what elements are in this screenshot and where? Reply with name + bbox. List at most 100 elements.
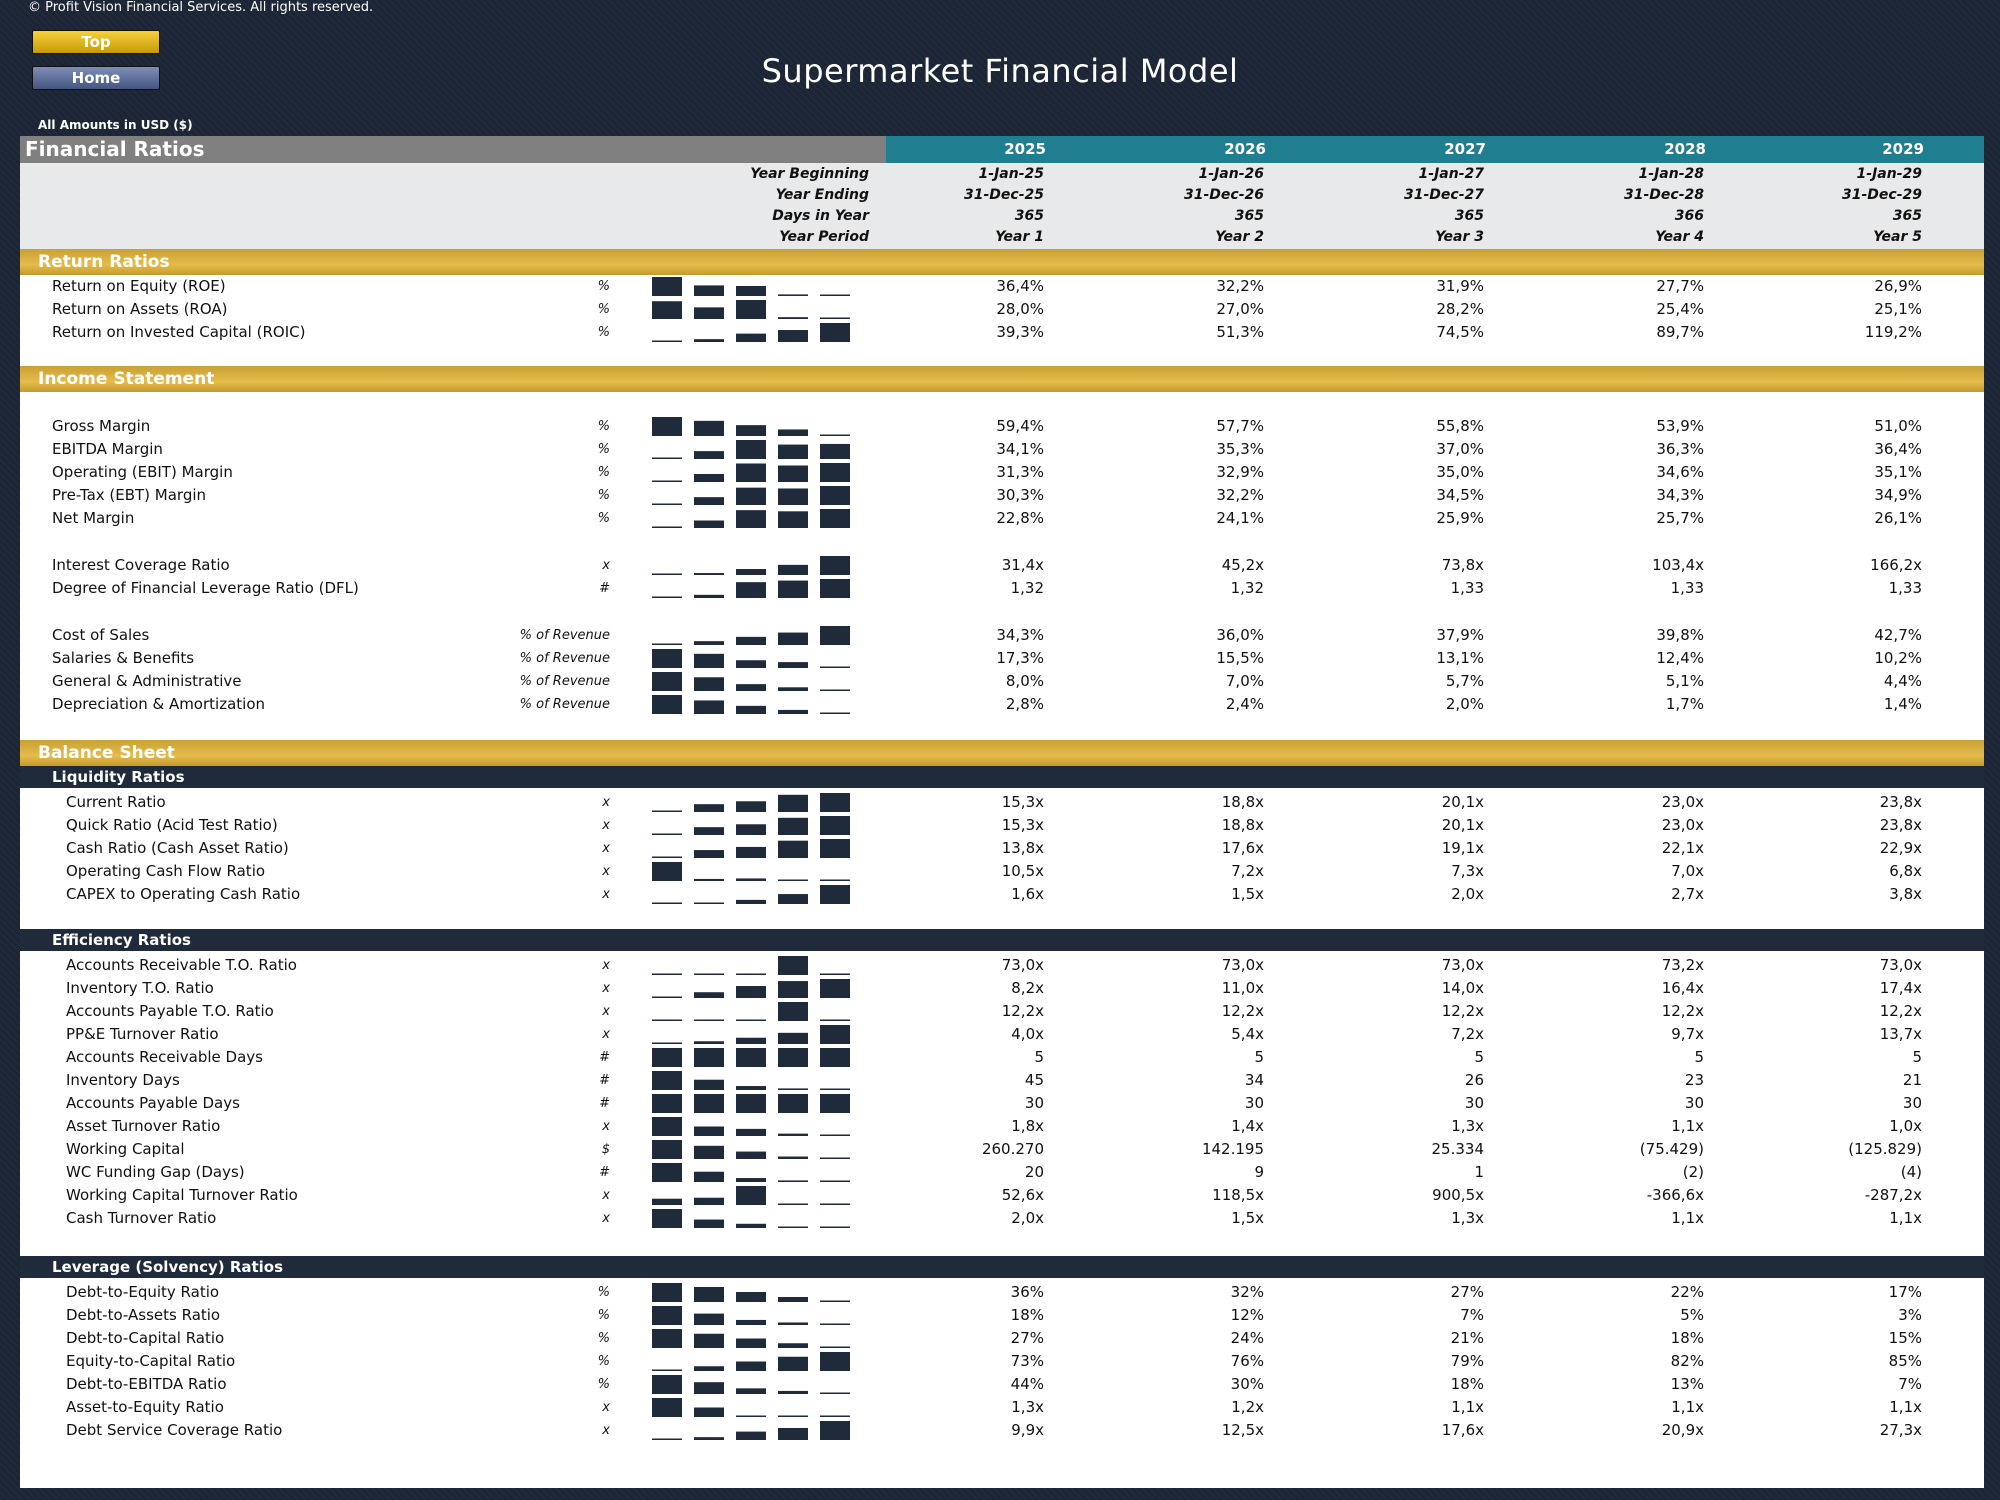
meta-ending-4: 31-Dec-29 [1841, 187, 1922, 203]
ratio-value-2028: 13% [1670, 1375, 1704, 1393]
ratio-value-2027: 1 [1474, 1163, 1484, 1181]
ratio-unit: # [599, 1050, 610, 1065]
ratio-value-2027: 31,9% [1436, 277, 1484, 295]
year-header-2029: 2029 [1882, 140, 1924, 158]
sparkline-bar [778, 1415, 808, 1417]
sparkline-bar [694, 850, 724, 858]
sparkline-bar [694, 1407, 724, 1417]
ratio-label: Cash Turnover Ratio [66, 1209, 217, 1227]
sparkline-bar [694, 1145, 724, 1159]
ratio-row: Accounts Payable Days #30 30 30 30 30 [20, 1092, 1984, 1115]
ratio-unit: # [599, 1096, 610, 1111]
sparkline-bar [820, 443, 850, 459]
sparkline-bar [652, 1375, 682, 1394]
ratio-value-2027: 37,9% [1436, 626, 1484, 644]
sparkline-chart [652, 862, 850, 881]
sparkline-chart [652, 626, 850, 645]
sparkline-bar [736, 1019, 766, 1021]
sparkline-bar [736, 1037, 766, 1044]
ratio-value-2026: 76% [1230, 1352, 1264, 1370]
ratio-unit: % of Revenue [519, 651, 610, 666]
sparkline-bar [736, 487, 766, 505]
ratio-value-2028: 25,7% [1656, 509, 1704, 527]
ratio-label: Debt-to-Assets Ratio [66, 1306, 221, 1324]
sparkline-bar [778, 1032, 808, 1044]
sparkline-bar [694, 973, 724, 975]
ratio-value-2028: 25,4% [1656, 300, 1704, 318]
ratio-value-2028: 34,6% [1656, 463, 1704, 481]
sparkline-bar [652, 1306, 682, 1325]
sparkline-bar [652, 1438, 682, 1440]
ratio-value-2027: 1,33 [1450, 579, 1484, 597]
sparkline-bar [694, 902, 724, 904]
ratio-value-2029: 4,4% [1883, 672, 1922, 690]
home-button[interactable]: Home [32, 66, 160, 90]
ratio-unit: # [599, 1165, 610, 1180]
sparkline-bar [652, 1140, 682, 1159]
sparkline-bar [778, 294, 808, 296]
ratio-value-2029: 85% [1888, 1352, 1922, 1370]
sparkline-bar [778, 794, 808, 812]
ratio-value-2029: 17,4x [1879, 979, 1922, 997]
ratio-unit: % [597, 442, 610, 457]
ratio-unit: # [599, 581, 610, 596]
sparkline-bar [652, 1117, 682, 1136]
ratio-value-2027: 73,0x [1441, 956, 1484, 974]
ratio-value-2029: 26,9% [1874, 277, 1922, 295]
sparkline-bar [694, 1382, 724, 1394]
sparkline-bar [778, 465, 808, 482]
sparkline-bar [820, 294, 850, 296]
ratio-value-2028: 16,4x [1661, 979, 1704, 997]
ratio-row: Interest Coverage Ratio x 31,4x 45,2x 73,8x 1… [20, 554, 1984, 577]
sparkline-bar [820, 1180, 850, 1182]
sparkline-bar [736, 846, 766, 858]
ratio-row: CAPEX to Operating Cash Ratio x 1,6x 1,5x 2,… [20, 883, 1984, 906]
ratio-value-2025: 1,3x [1011, 1398, 1044, 1416]
sparkline-chart [652, 1375, 850, 1394]
sparkline-bar [778, 662, 808, 668]
sparkline-bar [778, 687, 808, 691]
ratio-value-2025: 59,4% [996, 417, 1044, 435]
ratio-value-2026: 15,5% [1216, 649, 1264, 667]
sparkline-bar [778, 1390, 808, 1394]
sparkline-bar [694, 474, 724, 482]
sparkline-bar [694, 339, 724, 342]
sparkline-bar [820, 1203, 850, 1205]
sparkline-bar [778, 632, 808, 645]
top-button[interactable]: Top [32, 30, 160, 54]
ratio-label: Accounts Receivable Days [66, 1048, 263, 1066]
sparkline-bar [652, 340, 682, 342]
sparkline-bar [820, 979, 850, 998]
ratio-value-2028: -366,6x [1646, 1186, 1704, 1204]
ratio-value-2028: 23,0x [1661, 816, 1704, 834]
ratio-value-2029: 10,2% [1874, 649, 1922, 667]
subsection-efficiency: Efficiency Ratios [20, 929, 1984, 951]
sparkline-bar [820, 1019, 850, 1021]
ratio-value-2025: 1,6x [1011, 885, 1044, 903]
sparkline-bar [820, 1226, 850, 1228]
ratio-label: Salaries & Benefits [52, 649, 195, 667]
ratio-value-2027: 7,2x [1451, 1025, 1484, 1043]
sparkline-bar [694, 1048, 724, 1067]
sparkline-bar [652, 810, 682, 812]
ratio-value-2027: 34,5% [1436, 486, 1484, 504]
ratio-value-2028: 5 [1694, 1048, 1704, 1066]
ratio-value-2028: 12,2x [1661, 1002, 1704, 1020]
ratio-row: Debt-to-Capital Ratio% 27% 24% 21% 18% 15% [20, 1327, 1984, 1350]
ratio-unit: % [597, 1331, 610, 1346]
ratio-row: Return on Invested Capital (ROIC)% 39,3% 5… [20, 321, 1984, 344]
currency-note: All Amounts in USD ($) [38, 118, 193, 132]
page-title: Supermarket Financial Model [761, 52, 1239, 90]
sparkline-bar [820, 1415, 850, 1417]
ratio-value-2026: 1,32 [1230, 579, 1264, 597]
ratio-value-2027: 17,6x [1441, 1421, 1484, 1439]
ratio-value-2029: 30 [1902, 1094, 1922, 1112]
meta-ending-1: 31-Dec-26 [1183, 187, 1264, 203]
sparkline-bar [820, 1392, 850, 1394]
ratio-row: Working Capital Turnover Ratio x 52,6x 118,… [20, 1184, 1984, 1207]
sparkline-bar [778, 1094, 808, 1113]
ratio-label: Working Capital Turnover Ratio [66, 1186, 298, 1204]
ratio-value-2028: 5,1% [1665, 672, 1704, 690]
sparkline-chart [652, 556, 850, 575]
sparkline-bar [694, 827, 724, 835]
